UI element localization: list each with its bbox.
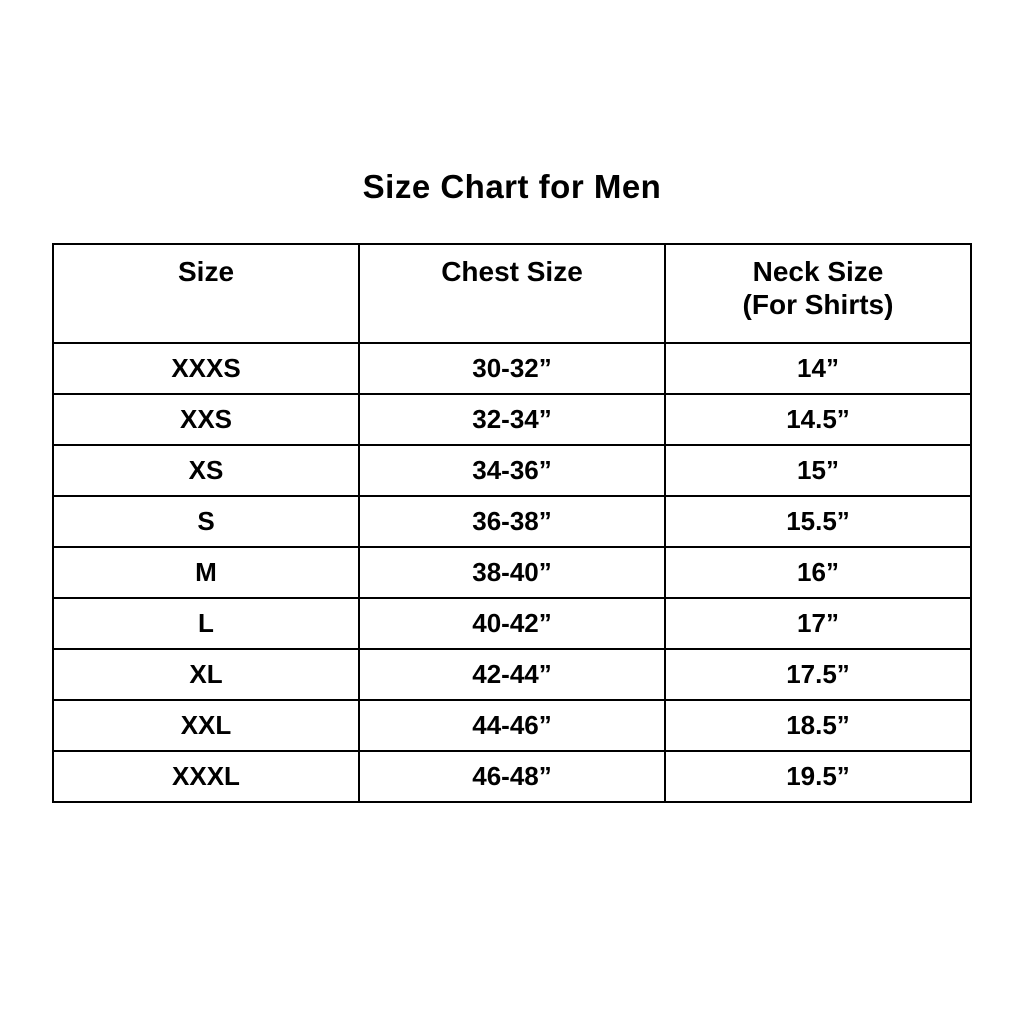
col-header-size-label: Size [177,256,235,287]
chest-size-cell: 32-34” [358,393,666,446]
size-cell: S [52,495,360,548]
table-row: XXXS 30-32” 14” [52,342,972,395]
size-cell: M [52,546,360,599]
neck-size-cell: 15.5” [664,495,972,548]
size-cell: XXXL [52,750,360,803]
table-row: XXXL 46-48” 19.5” [52,750,972,803]
neck-size-cell: 14” [664,342,972,395]
header-row: Size Chest Size Neck Size (For Shirts) [52,243,972,344]
size-cell: XL [52,648,360,701]
table-row: XXL 44-46” 18.5” [52,699,972,752]
size-chart-table: Size Chest Size Neck Size (For Shirts) X… [52,243,972,803]
neck-size-cell: 17” [664,597,972,650]
table-row: L 40-42” 17” [52,597,972,650]
neck-size-cell: 16” [664,546,972,599]
col-header-size: Size [52,243,360,344]
chest-size-cell: 30-32” [358,342,666,395]
col-header-neck-size-sublabel: (For Shirts) [742,289,894,320]
col-header-chest-size: Chest Size [358,243,666,344]
chest-size-cell: 46-48” [358,750,666,803]
size-cell: XXXS [52,342,360,395]
table-row: XXS 32-34” 14.5” [52,393,972,446]
table-row: M 38-40” 16” [52,546,972,599]
page-title: Size Chart for Men [362,168,662,205]
table-body: XXXS 30-32” 14” XXS 32-34” 14.5” XS 34-3… [52,342,972,803]
neck-size-cell: 18.5” [664,699,972,752]
neck-size-cell: 15” [664,444,972,497]
table-row: S 36-38” 15.5” [52,495,972,548]
chest-size-cell: 42-44” [358,648,666,701]
size-cell: XXL [52,699,360,752]
chest-size-cell: 44-46” [358,699,666,752]
neck-size-cell: 19.5” [664,750,972,803]
size-cell: L [52,597,360,650]
table-header: Size Chest Size Neck Size (For Shirts) [52,243,972,344]
table-row: XS 34-36” 15” [52,444,972,497]
chest-size-cell: 36-38” [358,495,666,548]
col-header-neck-size: Neck Size (For Shirts) [664,243,972,344]
chest-size-cell: 34-36” [358,444,666,497]
col-header-neck-size-label: Neck Size [752,256,884,287]
table-row: XL 42-44” 17.5” [52,648,972,701]
chest-size-cell: 38-40” [358,546,666,599]
size-cell: XS [52,444,360,497]
neck-size-cell: 17.5” [664,648,972,701]
chest-size-cell: 40-42” [358,597,666,650]
neck-size-cell: 14.5” [664,393,972,446]
col-header-chest-size-label: Chest Size [441,256,583,287]
size-cell: XXS [52,393,360,446]
